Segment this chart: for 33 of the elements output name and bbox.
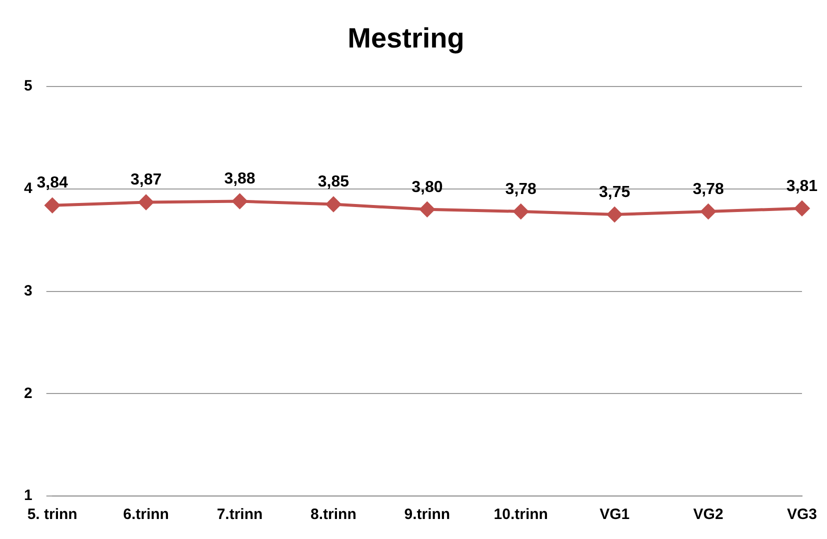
chart-title: Mestring <box>348 22 464 54</box>
y-tick-label: 3 <box>24 282 32 300</box>
y-tick-label: 4 <box>24 180 33 198</box>
data-label: 3,78 <box>692 180 724 198</box>
data-label: 3,87 <box>130 172 162 189</box>
x-tick-label: 9.trinn <box>404 506 450 524</box>
data-label: 3,84 <box>36 174 68 192</box>
x-tick-label: VG2 <box>693 506 724 524</box>
x-tick-label: 6.trinn <box>123 506 169 524</box>
x-tick-label: VG3 <box>786 506 817 524</box>
data-label: 3,88 <box>224 170 256 188</box>
point <box>607 207 622 222</box>
data-label: 3,80 <box>412 178 443 196</box>
point <box>232 194 248 209</box>
point <box>794 200 810 216</box>
x-tick-label: 10.trinn <box>494 506 548 524</box>
point <box>513 204 528 219</box>
point <box>700 204 716 219</box>
point <box>326 196 341 212</box>
data-label: 3,75 <box>599 184 630 201</box>
y-tick-label: 2 <box>24 384 32 402</box>
data-label: 3,81 <box>786 178 818 195</box>
y-tick-label: 1 <box>24 487 32 504</box>
y-tick-label: 5 <box>24 78 32 95</box>
x-tick-label: VG1 <box>600 506 630 524</box>
x-tick-label: 8.trinn <box>310 506 356 524</box>
point <box>420 202 435 217</box>
x-tick-label: 7.trinn <box>216 506 263 524</box>
data-label: 3,85 <box>318 174 350 191</box>
point <box>138 194 154 210</box>
x-tick-label: 5. trinn <box>27 506 78 524</box>
data-label: 3,78 <box>505 180 537 198</box>
point <box>44 198 60 213</box>
